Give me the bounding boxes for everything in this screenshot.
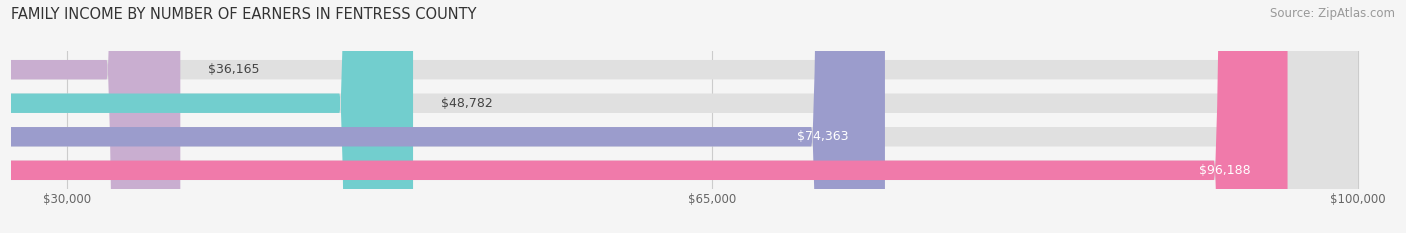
Text: FAMILY INCOME BY NUMBER OF EARNERS IN FENTRESS COUNTY: FAMILY INCOME BY NUMBER OF EARNERS IN FE…	[11, 7, 477, 22]
Text: $74,363: $74,363	[797, 130, 848, 143]
Text: $96,188: $96,188	[1199, 164, 1251, 177]
FancyBboxPatch shape	[0, 0, 1288, 233]
FancyBboxPatch shape	[0, 0, 884, 233]
FancyBboxPatch shape	[0, 0, 413, 233]
FancyBboxPatch shape	[0, 0, 180, 233]
Text: $48,782: $48,782	[440, 97, 492, 110]
Text: $36,165: $36,165	[208, 63, 260, 76]
FancyBboxPatch shape	[0, 0, 1358, 233]
FancyBboxPatch shape	[0, 0, 1358, 233]
Text: Source: ZipAtlas.com: Source: ZipAtlas.com	[1270, 7, 1395, 20]
FancyBboxPatch shape	[0, 0, 1358, 233]
FancyBboxPatch shape	[0, 0, 1358, 233]
